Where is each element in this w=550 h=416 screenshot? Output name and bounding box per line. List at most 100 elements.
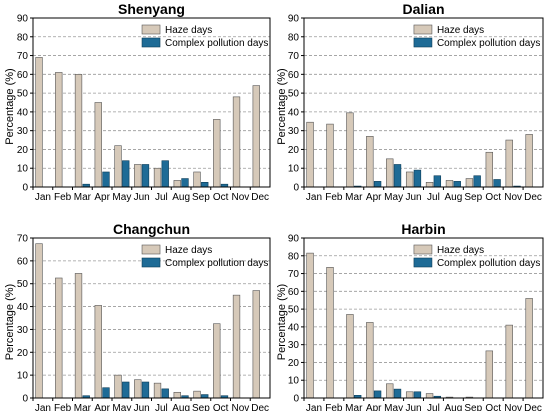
y-tick-label: 30 <box>17 325 29 336</box>
y-tick-label: 10 <box>288 164 300 175</box>
x-tick-label: May <box>384 403 403 411</box>
bar-haze-oct <box>213 323 221 399</box>
y-tick-label: 10 <box>17 371 29 382</box>
bar-complex-jun <box>413 169 422 188</box>
bar-haze-dec <box>252 290 260 399</box>
bar-haze-feb <box>55 72 63 188</box>
bar-haze-sep <box>193 171 201 188</box>
y-tick-label: 70 <box>288 51 300 62</box>
x-tick-label: Apr <box>366 403 382 411</box>
bar-haze-nov <box>232 294 241 399</box>
x-tick-label: Aug <box>172 403 190 411</box>
bar-haze-may <box>114 145 122 188</box>
y-tick-label: 10 <box>17 164 29 175</box>
bar-complex-may <box>122 160 130 188</box>
bar-haze-aug <box>173 180 181 188</box>
y-axis-label: Percentage (%) <box>276 68 288 144</box>
panel-shenyang: 0 10 20 30 40 50 60 70 80 90 Jan Feb Mar Apr May Jun Jul… <box>4 1 271 203</box>
bar-haze-sep <box>193 390 201 399</box>
bar-haze-mar <box>346 112 354 188</box>
y-tick-label: 50 <box>17 279 29 290</box>
x-tick-label: Mar <box>74 403 92 411</box>
legend-label-haze: Haze days <box>165 245 212 256</box>
bar-complex-jul <box>161 388 169 399</box>
chart-title: Harbin <box>401 221 445 237</box>
x-tick-label: Sep <box>192 192 210 203</box>
x-tick-label: Apr <box>366 192 382 203</box>
bar-complex-aug <box>453 181 461 188</box>
plot-frame <box>32 17 271 188</box>
panel-dalian: 0 10 20 30 40 50 60 70 80 90 Jan Feb Mar Apr May Jun Jul… <box>276 1 544 203</box>
bar-haze-apr <box>366 322 374 399</box>
x-tick-label: Dec <box>251 403 269 411</box>
y-tick-label: 0 <box>293 394 299 405</box>
x-tick-label: May <box>112 192 131 203</box>
y-tick-label: 20 <box>288 145 300 156</box>
x-tick-label: Apr <box>94 192 110 203</box>
bar-haze-jun <box>134 164 142 188</box>
legend-swatch-complex <box>141 257 161 268</box>
y-tick-label: 30 <box>288 126 300 137</box>
bar-haze-jun <box>134 379 142 399</box>
legend-label-complex: Complex pollution days <box>165 38 268 49</box>
x-tick-label: Jul <box>155 403 168 411</box>
y-tick-label: 30 <box>17 126 29 137</box>
y-tick-label: 60 <box>288 70 300 81</box>
x-tick-label: Dec <box>251 192 269 203</box>
y-tick-label: 30 <box>288 340 300 351</box>
y-tick-label: 60 <box>288 287 300 298</box>
bar-complex-apr <box>373 181 382 188</box>
y-tick-label: 0 <box>293 183 299 194</box>
y-tick-label: 90 <box>288 234 300 245</box>
bar-haze-jan <box>306 121 314 188</box>
bar-haze-apr <box>94 305 102 399</box>
x-tick-label: Mar <box>74 192 92 203</box>
legend-swatch-complex <box>413 257 433 268</box>
bar-haze-dec <box>525 298 533 399</box>
bar-haze-feb <box>326 123 334 188</box>
x-tick-label: Jan <box>35 192 51 203</box>
y-tick-label: 60 <box>17 256 29 267</box>
chart-title: Dalian <box>402 1 444 17</box>
bar-haze-aug <box>445 180 454 188</box>
y-axis-label: Percentage (%) <box>4 284 16 360</box>
y-tick-label: 20 <box>17 348 29 359</box>
bar-haze-oct <box>213 119 221 188</box>
x-tick-label: Jul <box>427 403 440 411</box>
bar-haze-nov <box>505 324 513 399</box>
y-tick-label: 20 <box>288 358 300 369</box>
x-tick-label: Jan <box>306 192 322 203</box>
legend-label-complex: Complex pollution days <box>437 258 540 269</box>
bar-complex-may <box>122 381 130 399</box>
y-tick-label: 70 <box>288 269 300 280</box>
x-tick-label: Jan <box>35 403 51 411</box>
y-tick-label: 50 <box>288 89 300 100</box>
legend-label-haze: Haze days <box>437 245 484 256</box>
y-tick-label: 20 <box>17 145 29 156</box>
bar-haze-jan <box>306 252 314 399</box>
x-tick-label: Feb <box>54 403 72 411</box>
legend-label-haze: Haze days <box>437 25 484 36</box>
bar-haze-mar <box>74 74 83 188</box>
bar-complex-apr <box>102 387 110 399</box>
plot-frame <box>303 237 544 399</box>
bar-haze-jul <box>425 182 434 188</box>
legend-swatch-haze <box>141 244 161 255</box>
x-tick-label: Sep <box>464 403 482 411</box>
x-tick-label: May <box>112 403 131 411</box>
panel-changchun: 0 10 20 30 40 50 60 70 Jan Feb Mar Apr May Jun Jul Aug S… <box>4 221 271 414</box>
y-tick-label: 0 <box>22 394 28 405</box>
legend-swatch-complex <box>141 37 161 48</box>
y-axis-label: Percentage (%) <box>276 284 288 360</box>
bar-complex-sep <box>201 182 209 188</box>
y-tick-label: 10 <box>288 376 300 387</box>
y-tick-label: 40 <box>17 107 29 118</box>
x-tick-label: Jun <box>405 403 421 411</box>
x-tick-label: Jul <box>155 192 168 203</box>
y-tick-label: 40 <box>288 322 300 333</box>
x-tick-label: Sep <box>192 403 210 411</box>
bar-complex-sep <box>473 175 481 188</box>
bar-complex-sep <box>201 394 209 399</box>
chart-title: Shenyang <box>118 1 185 17</box>
bar-complex-jul <box>161 160 169 188</box>
